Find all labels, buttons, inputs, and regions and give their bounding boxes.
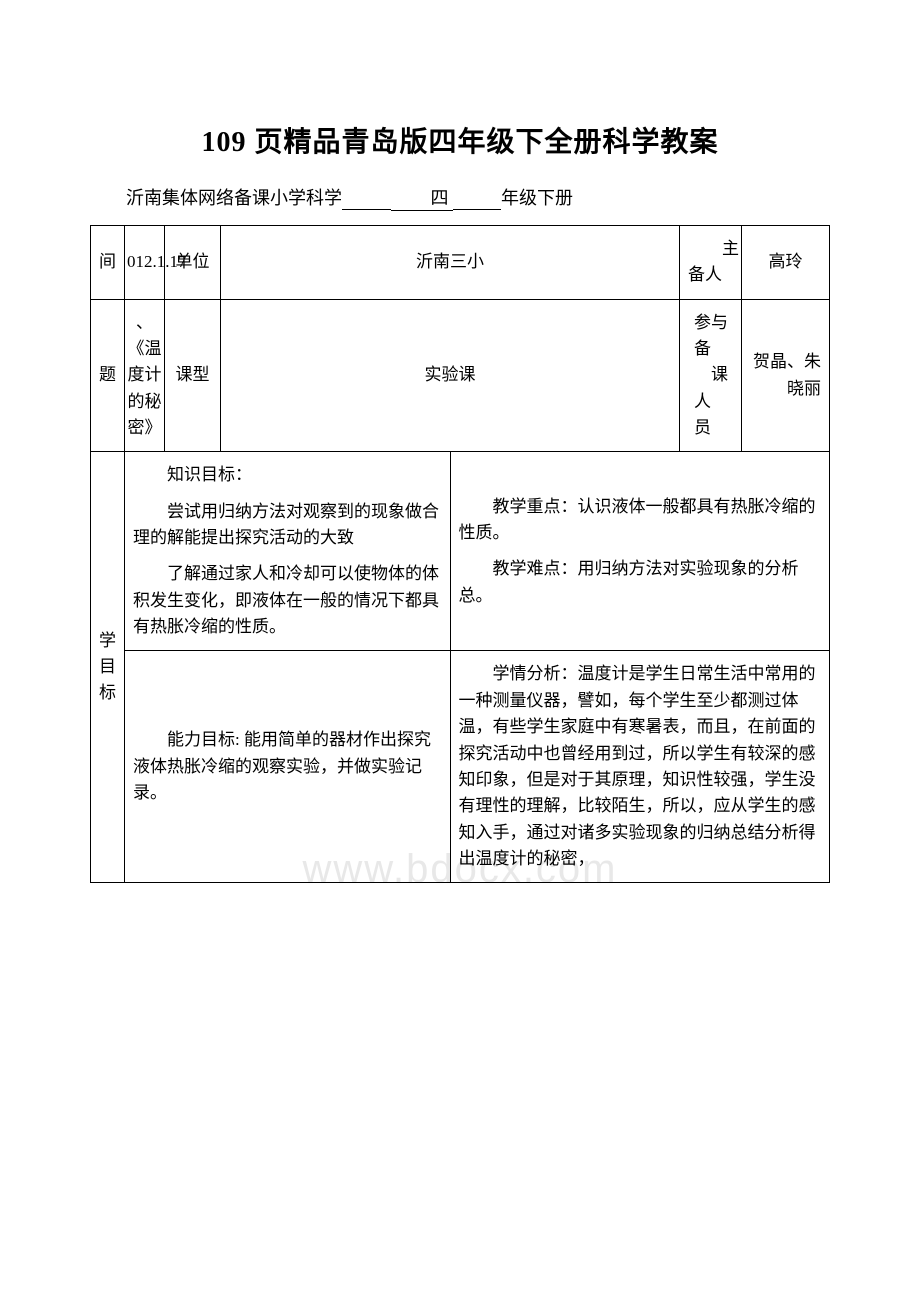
value-lesson-type: 实验课 [221, 299, 680, 452]
label-participants: 参与备 课人员 [680, 299, 742, 452]
keypoint-difficulty-cell: 教学重点：认识液体一般都具有热胀冷缩的性质。 教学难点：用归纳方法对实验现象的分… [450, 452, 830, 651]
subtitle-blank-2 [453, 188, 502, 210]
value-topic: 、《温度计的秘密》 [125, 299, 165, 452]
label-topic: 题 [91, 299, 125, 452]
table-row: 间 012.1.17 单位 沂南三小 主备人 高玲 [91, 226, 830, 300]
table-row: 学目标 知识目标： 尝试用归纳方法对观察到的现象做合理的解能提出探究活动的大致 … [91, 452, 830, 651]
teaching-keypoint: 教学重点：认识液体一般都具有热胀冷缩的性质。 [459, 494, 822, 547]
subtitle-line: 沂南集体网络备课小学科学 四 年级下册 [90, 184, 830, 211]
label-time: 间 [91, 226, 125, 300]
value-chief-author: 高玲 [742, 226, 830, 300]
teaching-difficulty: 教学难点：用归纳方法对实验现象的分析总。 [459, 556, 822, 609]
ability-goal-heading: 能力目标: 能用简单的器材作出探究液体热胀冷缩的观察实验，并做实验记录。 [133, 727, 442, 806]
value-participants: 贺晶、朱晓丽 [742, 299, 830, 452]
table-row: 题 、《温度计的秘密》 课型 实验课 参与备 课人员 贺晶、朱晓丽 [91, 299, 830, 452]
subtitle-prefix: 沂南集体网络备课小学科学 [126, 188, 342, 208]
subtitle-grade: 四 [391, 184, 453, 211]
knowledge-goal-cell: 知识目标： 尝试用归纳方法对观察到的现象做合理的解能提出探究活动的大致 了解通过… [125, 452, 451, 651]
label-lesson-type: 课型 [165, 299, 221, 452]
value-date: 012.1.17 [125, 226, 165, 300]
subtitle-suffix: 年级下册 [501, 188, 573, 208]
student-analysis: 学情分析：温度计是学生日常生活中常用的一种测量仪器，譬如，每个学生至少都测过体温… [459, 661, 822, 872]
value-unit: 沂南三小 [221, 226, 680, 300]
lesson-plan-table: 间 012.1.17 单位 沂南三小 主备人 高玲 题 、《温度计的秘密》 课型… [90, 225, 830, 883]
table-row: 能力目标: 能用简单的器材作出探究液体热胀冷缩的观察实验，并做实验记录。 学情分… [91, 651, 830, 883]
subtitle-blank-1 [342, 188, 391, 210]
label-goals: 学目标 [91, 452, 125, 883]
page-title: 109 页精品青岛版四年级下全册科学教案 [90, 120, 830, 160]
label-chief-author: 主备人 [680, 226, 742, 300]
knowledge-goal-heading: 知识目标： [133, 462, 442, 488]
ability-goal-cell: 能力目标: 能用简单的器材作出探究液体热胀冷缩的观察实验，并做实验记录。 [125, 651, 451, 883]
student-analysis-cell: 学情分析：温度计是学生日常生活中常用的一种测量仪器，譬如，每个学生至少都测过体温… [450, 651, 830, 883]
knowledge-goal-p1: 尝试用归纳方法对观察到的现象做合理的解能提出探究活动的大致 [133, 499, 442, 552]
knowledge-goal-p2: 了解通过家人和冷却可以使物体的体积发生变化，即液体在一般的情况下都具有热胀冷缩的… [133, 561, 442, 640]
